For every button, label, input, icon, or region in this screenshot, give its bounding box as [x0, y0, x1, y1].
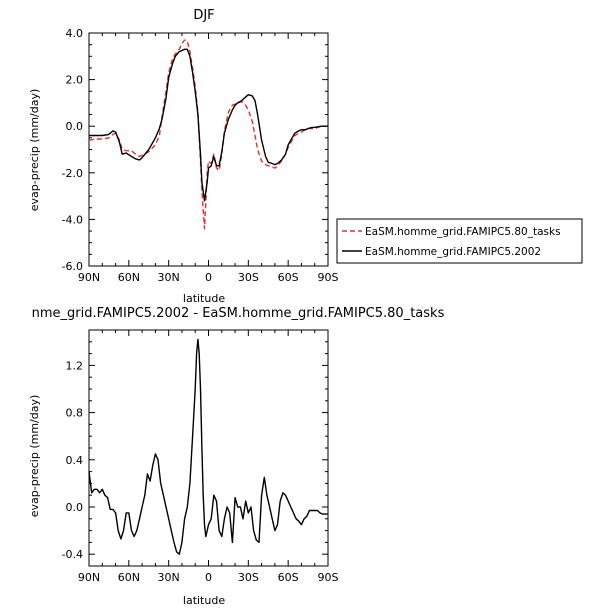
x-tick-label: 90N [78, 571, 100, 584]
bottom-panel-title: nme_grid.FAMIPC5.2002 - EaSM.homme_grid.… [32, 306, 445, 321]
top-plot-area: 90N 60N 30N 0 30S 60S 90S -6.0 -4.0 -2.0 0.0 2.0 4.0 [62, 27, 339, 284]
x-tick-label: 60N [118, 571, 140, 584]
y-tick-label: 4.0 [66, 27, 84, 40]
y-tick-label: -2.0 [62, 167, 83, 180]
series-line-0 [88, 39, 328, 230]
x-tick-label: 30N [158, 271, 180, 284]
bottom-x-axis-label: latitude [183, 594, 225, 607]
top-panel: DJF 90N 60N 30N 0 30S 60S 90S -6.0 -4.0 -2.0 0.0 2.… [28, 8, 583, 305]
series-line-1 [89, 48, 328, 202]
x-tick-label: 30S [238, 271, 259, 284]
top-x-axis-label: latitude [183, 292, 225, 305]
x-tick-label: 30S [238, 571, 259, 584]
y-tick-label: 0.8 [66, 407, 84, 420]
y-tick-label: 0.4 [66, 454, 84, 467]
x-tick-label: 30N [158, 571, 180, 584]
y-tick-label: -0.4 [62, 548, 83, 561]
plot-frame [88, 329, 329, 567]
plot-frame [88, 32, 329, 267]
legend-entry-80-tasks: EaSM.homme_grid.FAMIPC5.80_tasks [365, 226, 561, 238]
x-tick-label: 0 [205, 571, 212, 584]
y-tick-label: 2.0 [66, 74, 84, 87]
y-tick-label: 0.0 [66, 120, 84, 133]
y-tick-label: -6.0 [62, 260, 83, 273]
legend-box [336, 218, 583, 264]
legend: EaSM.homme_grid.FAMIPC5.80_tasks EaSM.ho… [336, 218, 583, 264]
x-tick-label: 60S [278, 271, 299, 284]
x-tick-label: 90N [78, 271, 100, 284]
y-tick-label: 1.2 [66, 359, 84, 372]
x-tick-label: 90S [318, 571, 339, 584]
x-tick-label: 60S [278, 571, 299, 584]
y-tick-label: 0.0 [66, 501, 84, 514]
top-panel-title: DJF [193, 8, 214, 23]
x-tick-label: 90S [318, 271, 339, 284]
bottom-panel: nme_grid.FAMIPC5.2002 - EaSM.homme_grid.… [28, 306, 445, 607]
y-tick-label: -4.0 [62, 213, 83, 226]
series-line-0 [88, 338, 328, 555]
bottom-plot-area: 90N 60N 30N 0 30S 60S 90S -0.4 0.0 0.4 0.8 1.2 [62, 329, 339, 584]
top-y-axis-label: evap-precip (mm/day) [28, 89, 41, 212]
bottom-y-axis-label: evap-precip (mm/day) [28, 395, 41, 518]
legend-entry-2002: EaSM.homme_grid.FAMIPC5.2002 [365, 246, 541, 258]
x-tick-label: 60N [118, 271, 140, 284]
x-tick-label: 0 [205, 271, 212, 284]
